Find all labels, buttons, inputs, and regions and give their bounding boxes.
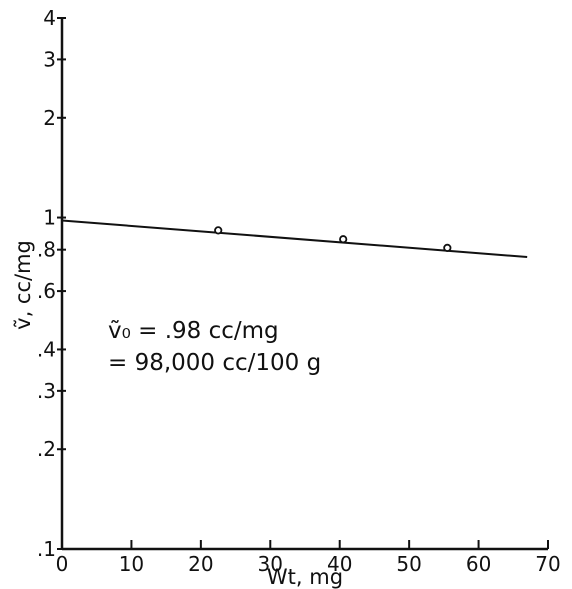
y-axis-label: ṽ, cc/mg: [11, 240, 35, 330]
y-ticks: .1 .2 .3 .4 .6 .8 1 2 3 4: [37, 6, 66, 561]
x-tick-label: 20: [188, 552, 213, 576]
data-point: [214, 226, 223, 235]
x-ticks: 0 10 20 30 40 50 60 70: [56, 540, 561, 576]
x-axis-label: Wt, mg: [267, 565, 343, 589]
annotation-volume: ṽ₀ = .98 cc/mg: [108, 318, 279, 344]
x-tick-label: 0: [56, 552, 69, 576]
annotation-volume-per-100g: = 98,000 cc/100 g: [108, 350, 321, 376]
y-tick-label: 3: [43, 47, 56, 71]
x-tick-label: 30: [258, 552, 283, 576]
y-tick-label: .6: [37, 279, 56, 303]
y-tick-label: .8: [37, 238, 56, 262]
data-point: [339, 235, 348, 244]
fit-line: [61, 219, 528, 259]
y-tick-label: 4: [43, 6, 56, 30]
y-tick-label: 1: [43, 206, 56, 230]
data-points: [214, 226, 452, 252]
y-tick-label: .3: [37, 379, 56, 403]
y-tick-label: .1: [37, 537, 56, 561]
y-tick-label: .4: [37, 337, 56, 361]
data-point: [443, 243, 452, 252]
x-tick-label: 40: [327, 552, 352, 576]
x-tick-label: 10: [119, 552, 144, 576]
x-tick-label: 70: [535, 552, 560, 576]
y-tick-label: 2: [43, 106, 56, 130]
x-tick-label: 50: [396, 552, 421, 576]
y-tick-label: .2: [37, 437, 56, 461]
x-tick-label: 60: [466, 552, 491, 576]
